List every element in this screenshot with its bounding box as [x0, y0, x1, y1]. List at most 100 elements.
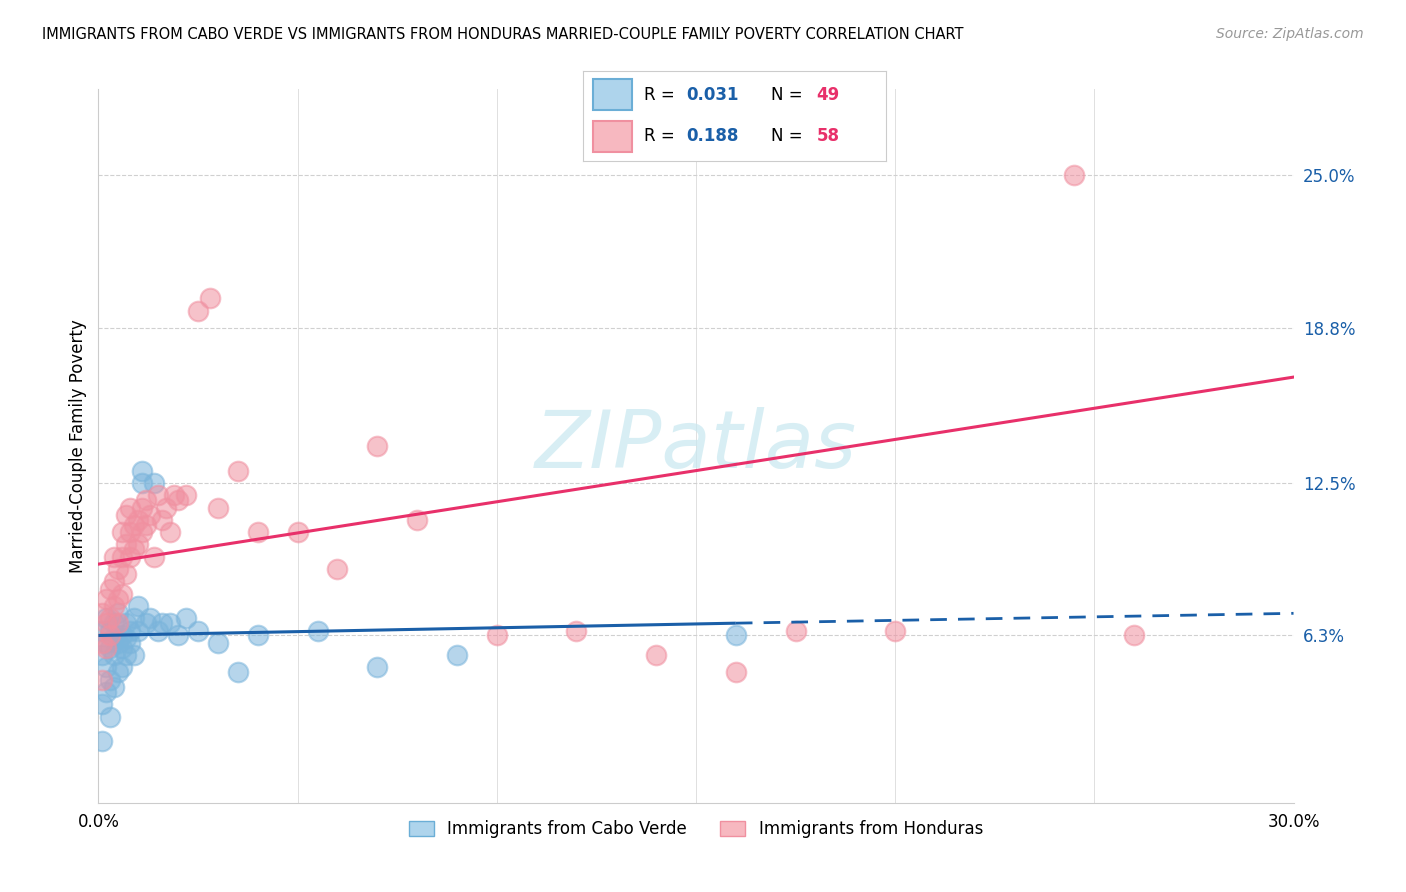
Point [226, 665, 249, 680]
Point [115, 631, 138, 645]
Point [98, 640, 122, 655]
Point [96, 636, 118, 650]
Point [724, 628, 747, 642]
Point [163, 488, 186, 502]
Point [207, 636, 229, 650]
Point [91, 636, 114, 650]
Point [107, 562, 129, 576]
Point [91, 607, 114, 621]
Point [115, 616, 138, 631]
Point [150, 513, 173, 527]
Point [148, 624, 170, 638]
Point [115, 537, 138, 551]
Point [645, 648, 668, 662]
Point [107, 616, 129, 631]
Point [103, 631, 125, 645]
Point [120, 525, 142, 540]
Text: N =: N = [770, 128, 808, 145]
Point [96, 611, 118, 625]
Point [127, 599, 149, 613]
Point [131, 464, 153, 478]
Point [1063, 169, 1085, 183]
Text: 0.188: 0.188 [686, 128, 738, 145]
Point [287, 525, 309, 540]
Point [884, 624, 907, 638]
Point [207, 500, 229, 515]
Point [143, 549, 166, 564]
Point [91, 734, 114, 748]
Point [139, 508, 162, 522]
Point [107, 665, 129, 680]
Point [103, 574, 125, 589]
Text: ZIPatlas: ZIPatlas [534, 407, 858, 485]
Point [159, 525, 181, 540]
Point [366, 660, 388, 674]
Point [135, 616, 157, 631]
Text: 49: 49 [817, 86, 839, 103]
Point [174, 488, 197, 502]
Point [246, 628, 269, 642]
Point [226, 464, 249, 478]
Point [326, 562, 349, 576]
Point [446, 648, 468, 662]
Point [485, 628, 508, 642]
Point [96, 591, 118, 606]
Point [103, 680, 125, 694]
Point [143, 475, 166, 490]
FancyBboxPatch shape [592, 79, 631, 110]
Text: Source: ZipAtlas.com: Source: ZipAtlas.com [1216, 27, 1364, 41]
Point [139, 611, 162, 625]
Point [127, 624, 149, 638]
Point [1123, 628, 1146, 642]
Point [120, 500, 142, 515]
Point [96, 660, 118, 674]
Point [96, 616, 118, 631]
Point [187, 624, 209, 638]
Y-axis label: Married-Couple Family Poverty: Married-Couple Family Poverty [69, 319, 87, 573]
Point [98, 582, 122, 596]
Point [131, 500, 153, 515]
Point [98, 611, 122, 625]
Point [366, 439, 388, 453]
Point [124, 517, 146, 532]
Point [167, 493, 190, 508]
Point [111, 549, 134, 564]
Point [98, 709, 122, 723]
Point [120, 549, 142, 564]
Point [187, 303, 209, 318]
Text: R =: R = [644, 128, 681, 145]
Point [198, 291, 221, 305]
Point [103, 648, 125, 662]
FancyBboxPatch shape [592, 121, 631, 152]
Text: R =: R = [644, 86, 681, 103]
Point [131, 475, 153, 490]
Text: N =: N = [770, 86, 808, 103]
Point [111, 640, 134, 655]
Text: IMMIGRANTS FROM CABO VERDE VS IMMIGRANTS FROM HONDURAS MARRIED-COUPLE FAMILY POV: IMMIGRANTS FROM CABO VERDE VS IMMIGRANTS… [42, 27, 963, 42]
Point [111, 587, 134, 601]
Point [131, 525, 153, 540]
Point [307, 624, 329, 638]
Point [565, 624, 588, 638]
Point [148, 488, 170, 502]
Point [724, 665, 747, 680]
Point [111, 525, 134, 540]
Point [150, 616, 173, 631]
Point [120, 624, 142, 638]
Point [127, 513, 149, 527]
Point [785, 624, 807, 638]
Point [98, 628, 122, 642]
Text: 0.031: 0.031 [686, 86, 738, 103]
Point [124, 542, 146, 557]
Point [103, 549, 125, 564]
Legend: Immigrants from Cabo Verde, Immigrants from Honduras: Immigrants from Cabo Verde, Immigrants f… [402, 814, 990, 845]
Point [107, 591, 129, 606]
Point [96, 685, 118, 699]
Point [107, 607, 129, 621]
Point [159, 616, 181, 631]
Point [124, 648, 146, 662]
Point [120, 636, 142, 650]
Point [135, 493, 157, 508]
Point [91, 673, 114, 687]
Point [406, 513, 429, 527]
